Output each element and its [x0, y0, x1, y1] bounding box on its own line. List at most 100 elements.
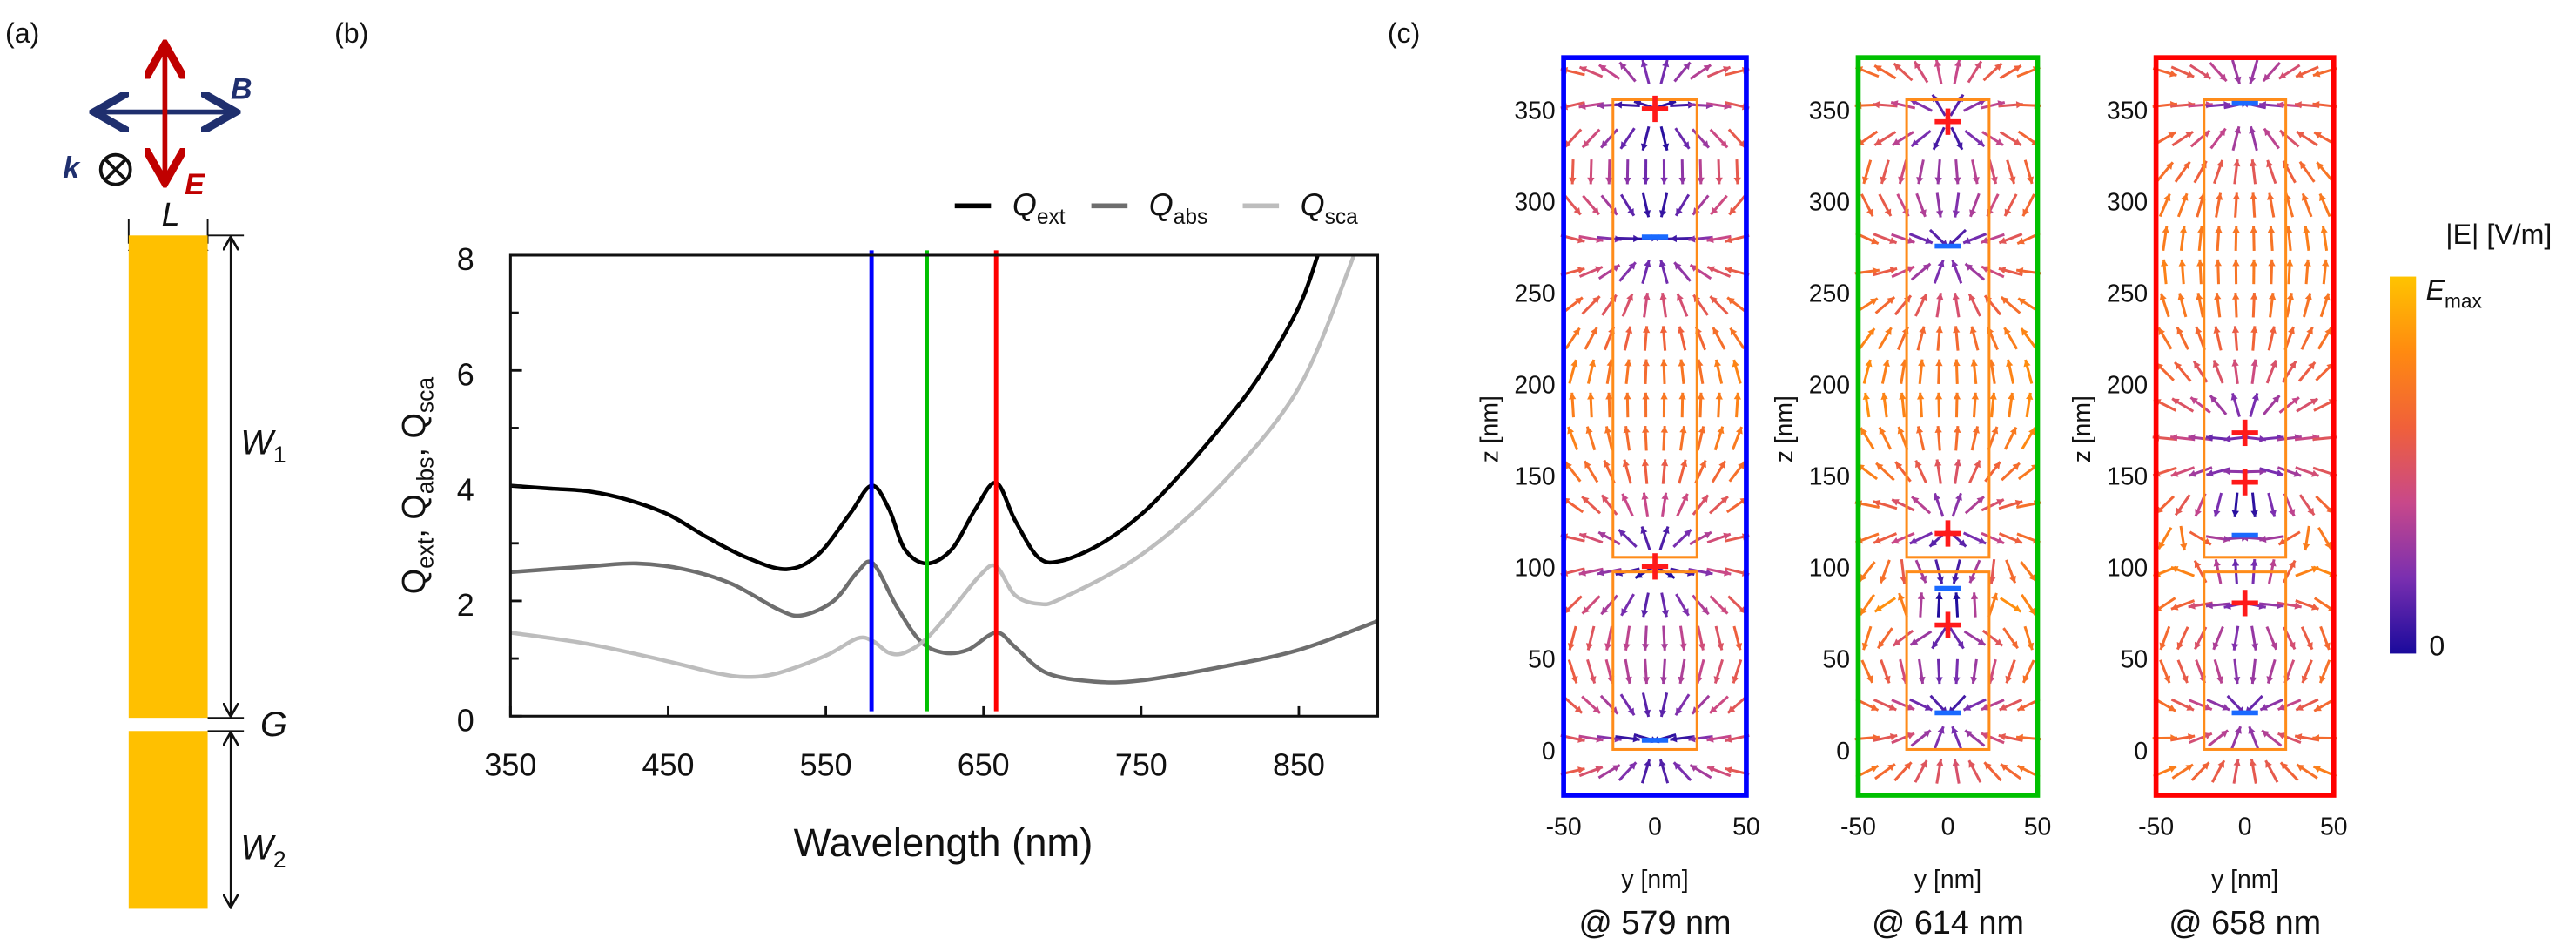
field-arrow	[1893, 132, 1914, 145]
field-arrow	[1864, 360, 1872, 383]
field-arrow	[2191, 131, 2210, 146]
field-arrow	[1641, 593, 1648, 618]
field-arrow	[1954, 426, 1961, 450]
field-arrow	[2160, 626, 2169, 650]
field-panel-2: 050100150200250300350-50 0 50z [nm]y [nm]@…	[2068, 57, 2348, 942]
field-arrow	[2250, 226, 2257, 251]
z-tick-label: 150	[1809, 463, 1850, 491]
field-panel-0: 0 50 100 150 200 250 300 350 -50 0 50 z [nm] y [nm] @…	[1476, 57, 1760, 942]
field-arrow	[2022, 428, 2035, 449]
field-arrow	[1625, 659, 1632, 684]
field-arrow	[2302, 660, 2312, 683]
field-arrow	[1981, 266, 2004, 276]
field-arrow	[1678, 360, 1685, 384]
field-arrow	[1620, 63, 1636, 82]
field-arrow	[1990, 393, 1997, 417]
field-arrow	[1982, 132, 2003, 145]
series-lines	[510, 255, 1377, 683]
field-arrow	[1693, 495, 1708, 514]
field-arrow	[2214, 160, 2223, 184]
field-arrow	[2178, 660, 2189, 683]
legend: Qext Qabs Qsca	[955, 187, 1358, 229]
field-arrow	[2250, 659, 2257, 684]
field-arrow	[1659, 260, 1668, 283]
x-tick-label: 350	[484, 746, 536, 782]
field-arrow	[2157, 162, 2173, 181]
field-arrow	[2280, 131, 2299, 146]
field-arrow	[1565, 196, 1581, 215]
field-arrow	[2268, 260, 2275, 284]
field-arrow	[2322, 260, 2329, 284]
field-arrow	[2003, 628, 2017, 648]
field-arrow	[2006, 360, 2013, 384]
field-arrow	[1678, 494, 1688, 516]
field-arrow	[1673, 530, 1691, 547]
field-arrow	[1860, 562, 1874, 581]
field-arrow	[1876, 463, 1894, 480]
field-arrow	[2178, 193, 2188, 217]
field-arrow	[2267, 193, 2274, 218]
field-arrow	[1710, 697, 1728, 713]
field-arrow	[2232, 260, 2239, 284]
field-arrow	[2005, 194, 2016, 216]
field-arrow	[1935, 426, 1942, 450]
field-arrow	[1716, 393, 1723, 417]
figure: (a) (b) (c) B E k L W1 G W2 Qext Qabs Qsca	[0, 0, 2576, 945]
z-tick-label: 0	[1836, 738, 1850, 766]
field-arrow	[1935, 592, 1942, 617]
field-arrow	[1604, 426, 1612, 450]
field-arrow	[1934, 260, 1944, 284]
field-arrow	[1862, 660, 1873, 683]
x-tick-label: 750	[1115, 746, 1167, 782]
field-arrow	[1583, 596, 1600, 613]
field-arrow	[2302, 627, 2312, 650]
field-arrow	[1918, 592, 1925, 617]
colorbar-min-label: 0	[2429, 630, 2445, 661]
field-arrow	[1564, 597, 1581, 614]
field-arrow	[1916, 159, 1923, 184]
field-arrow	[1569, 159, 1576, 184]
series-line-sca	[510, 255, 1354, 677]
field-arrow	[1711, 196, 1726, 215]
field-arrow	[1641, 60, 1649, 84]
field-arrow	[1969, 760, 1981, 782]
field-arrow	[1660, 393, 1667, 417]
field-arrow	[2212, 760, 2224, 782]
field-arrow	[2300, 162, 2314, 182]
field-arrow	[1564, 697, 1582, 713]
field-arrow	[1730, 462, 1745, 481]
field-arrow	[2269, 293, 2276, 317]
field-arrow	[1935, 393, 1942, 417]
field-arrow	[1586, 626, 1594, 651]
field-arrow	[1623, 294, 1633, 316]
field-arrow	[1678, 327, 1685, 351]
field-arrow	[2249, 60, 2257, 84]
field-arrow	[1676, 694, 1689, 715]
field-arrow	[1676, 128, 1690, 149]
z-tick-label: 200	[1809, 372, 1850, 400]
field-arrow	[2319, 660, 2329, 683]
field-arrow	[1586, 427, 1595, 450]
field-arrow	[1934, 493, 1943, 516]
field-arrow	[1970, 327, 1978, 350]
field-arrow	[1624, 426, 1631, 450]
y-axis-label: y [nm]	[2211, 866, 2278, 894]
y-axis-label: y [nm]	[1914, 866, 1981, 894]
field-arrow	[2005, 660, 2014, 684]
z-tick-label: 350	[2107, 97, 2148, 125]
field-arrow	[2005, 428, 2016, 449]
field-arrow	[2023, 660, 2034, 683]
k-label: k	[63, 152, 81, 185]
field-arrow	[1934, 726, 1944, 749]
field-arrow	[1984, 64, 2002, 80]
field-arrow	[1587, 159, 1594, 184]
field-arrow	[2004, 327, 2016, 348]
field-arrow	[1676, 194, 1689, 215]
field-arrow	[1917, 393, 1924, 417]
field-arrow	[1860, 328, 1874, 348]
field-arrow	[1621, 128, 1635, 149]
field-arrow	[1624, 159, 1631, 184]
field-arrow	[1661, 126, 1669, 151]
field-arrow	[1985, 462, 2000, 482]
field-arrow	[2180, 226, 2187, 251]
